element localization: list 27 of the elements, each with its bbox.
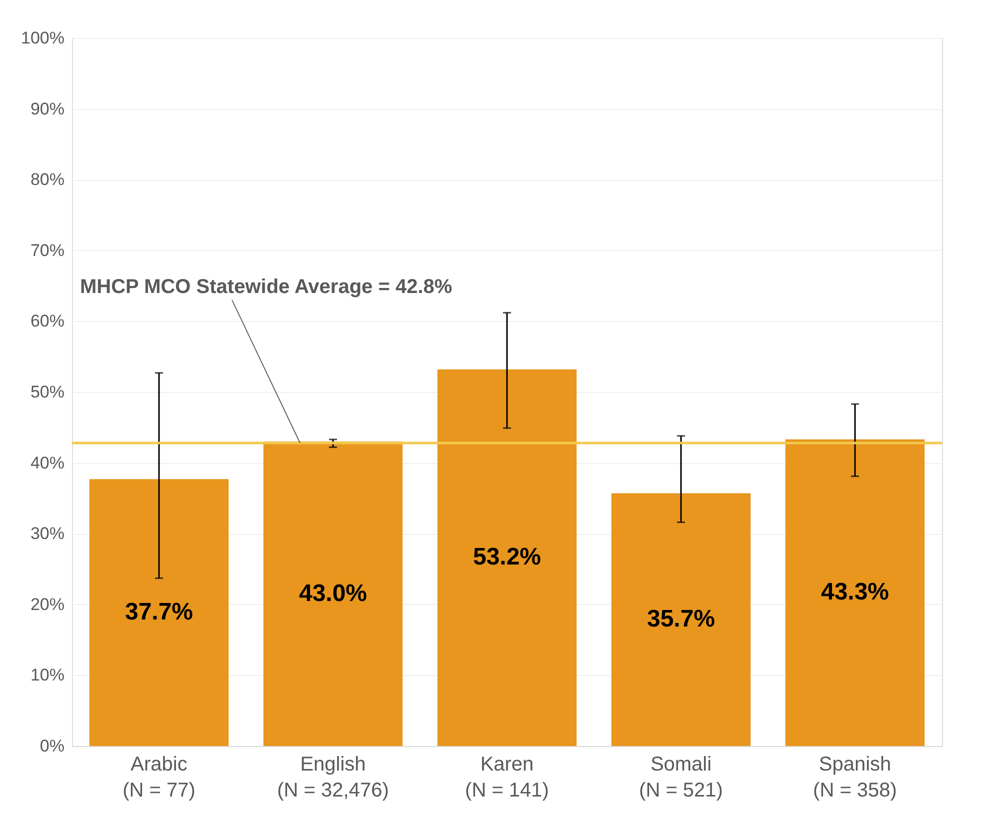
bar [89, 479, 229, 746]
y-tick-label: 20% [30, 594, 64, 614]
x-tick-label: Somali (N = 521) [639, 754, 723, 802]
x-tick-label: Karen (N = 141) [465, 754, 549, 802]
x-tick-label: Spanish (N = 358) [813, 754, 897, 802]
y-tick-label: 80% [30, 170, 64, 190]
y-tick-label: 90% [30, 99, 64, 118]
y-tick-label: 100% [21, 28, 64, 48]
data-label: 53.2% [472, 544, 542, 571]
y-tick-label: 70% [30, 240, 64, 260]
ref-line-label: MHCP MCO Statewide Average = 42.8% [80, 276, 452, 298]
x-tick-label: Arabic (N = 77) [122, 754, 196, 802]
bar [263, 442, 403, 746]
y-tick-label: 0% [40, 736, 64, 756]
data-label: 43.3% [820, 578, 890, 606]
y-tick-label: 10% [30, 666, 64, 685]
y-tick-label: 50% [30, 382, 64, 402]
y-tick-label: 30% [30, 524, 64, 544]
data-label: 37.7% [124, 598, 194, 626]
data-label: 43.0% [298, 580, 368, 607]
bar [785, 439, 925, 746]
y-tick-label: 40% [30, 453, 64, 472]
y-tick-label: 60% [30, 312, 64, 331]
bar [437, 369, 577, 746]
x-tick-label: English (N = 32,476) [277, 754, 389, 802]
bar [611, 493, 751, 746]
data-label: 35.7% [646, 606, 716, 633]
